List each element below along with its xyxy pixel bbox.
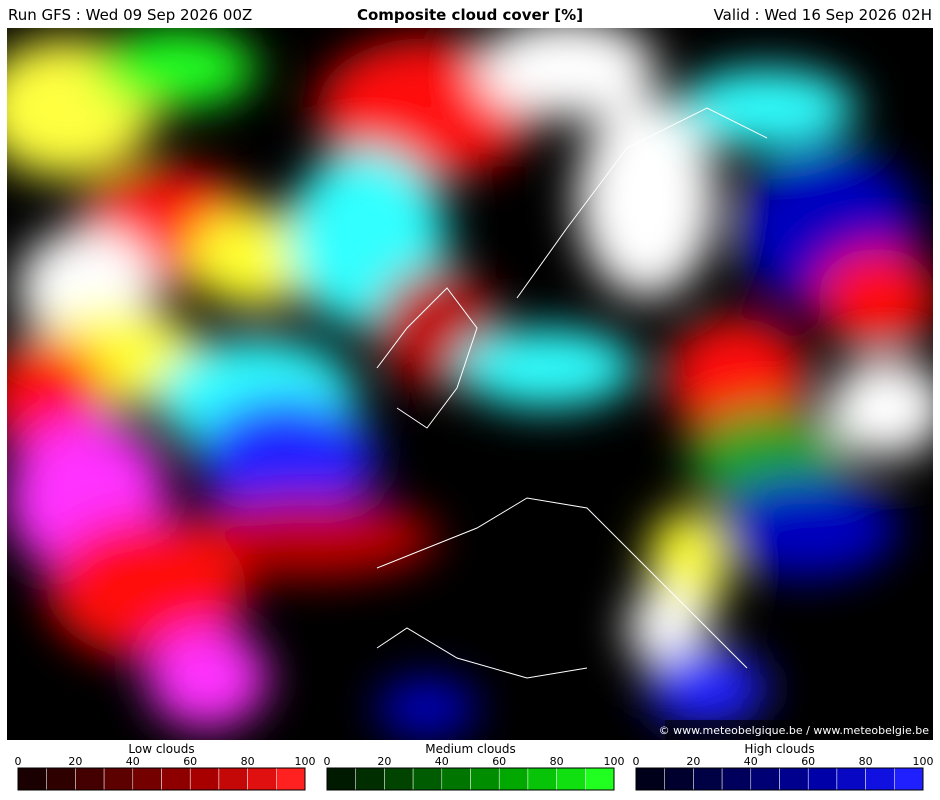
color-swatch	[664, 767, 694, 791]
color-swatch	[103, 767, 134, 791]
tick-label: 20	[377, 755, 391, 768]
run-label: Run GFS : Wed 09 Sep 2026 00Z	[8, 6, 253, 24]
color-swatch	[247, 767, 277, 791]
color-swatch	[807, 767, 838, 791]
valid-label: Valid : Wed 16 Sep 2026 02H	[713, 6, 932, 24]
color-swatch	[276, 767, 306, 791]
color-swatch	[750, 767, 780, 791]
tick-label: 0	[633, 755, 640, 768]
tick-label: 100	[295, 755, 316, 768]
color-swatch	[721, 767, 752, 791]
coastline	[376, 497, 748, 669]
color-swatch	[384, 767, 414, 791]
tick-label: 80	[241, 755, 255, 768]
tick-label: 60	[183, 755, 197, 768]
color-swatch	[693, 767, 723, 791]
color-swatch	[17, 767, 47, 791]
color-swatch	[470, 767, 500, 791]
color-swatch	[635, 767, 665, 791]
color-swatch	[441, 767, 471, 791]
tick-label: 0	[324, 755, 331, 768]
color-swatch	[326, 767, 356, 791]
tick-label: 40	[435, 755, 449, 768]
legend-frame	[326, 767, 615, 791]
tick-label: 100	[913, 755, 934, 768]
cloud-field	[7, 28, 933, 738]
tick-label: 40	[744, 755, 758, 768]
color-swatch	[556, 767, 586, 791]
color-swatch	[865, 767, 895, 791]
color-swatch	[46, 767, 76, 791]
map: © www.meteobelgique.be / www.meteobelgie…	[7, 28, 933, 740]
color-swatch	[836, 767, 866, 791]
tick-label: 0	[15, 755, 22, 768]
color-swatch	[75, 767, 105, 791]
tick-label: 100	[604, 755, 625, 768]
color-swatch	[218, 767, 248, 791]
legend-frame	[635, 767, 924, 791]
legend-title: Medium clouds	[425, 742, 516, 756]
copyright: © www.meteobelgique.be / www.meteobelgie…	[659, 724, 930, 737]
color-swatch	[412, 767, 443, 791]
tick-label: 60	[492, 755, 506, 768]
map-title: Composite cloud cover [%]	[356, 6, 584, 24]
tick-label: 80	[859, 755, 873, 768]
color-swatch	[161, 767, 191, 791]
color-swatch	[355, 767, 385, 791]
color-swatch	[498, 767, 529, 791]
coastline	[516, 107, 768, 299]
legend-area: Low clouds 0 20 40 60 80 100 Medium clouds 0 20 40…	[15, 742, 934, 791]
legend-title: High clouds	[744, 742, 814, 756]
color-swatch	[189, 767, 220, 791]
tick-label: 80	[550, 755, 564, 768]
color-swatch	[132, 767, 162, 791]
coastline	[376, 627, 588, 679]
coastline	[376, 287, 478, 429]
tick-label: 20	[68, 755, 82, 768]
legend-frame	[17, 767, 306, 791]
color-swatch	[894, 767, 924, 791]
tick-label: 40	[126, 755, 140, 768]
tick-label: 60	[801, 755, 815, 768]
color-swatch	[779, 767, 809, 791]
tick-label: 20	[686, 755, 700, 768]
legend-title: Low clouds	[128, 742, 194, 756]
color-swatch	[527, 767, 557, 791]
color-swatch	[585, 767, 615, 791]
